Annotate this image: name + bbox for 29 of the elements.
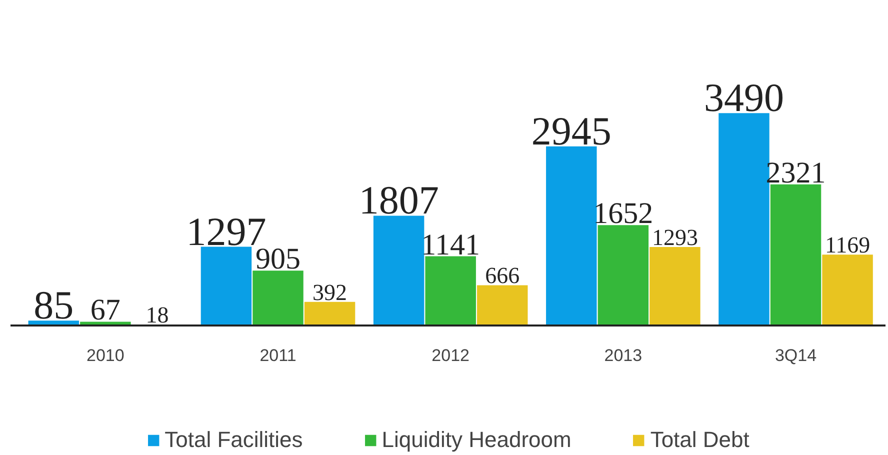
data-label: 1293 [652, 225, 698, 250]
legend-label: Liquidity Headroom [382, 427, 572, 453]
legend-label: Total Debt [650, 427, 750, 453]
x-tick-label: 3Q14 [774, 346, 817, 365]
bar [546, 146, 597, 326]
data-label: 67 [90, 294, 120, 327]
data-label: 3490 [704, 75, 784, 120]
legend-label: Total Facilities [164, 427, 303, 453]
bar [650, 247, 700, 326]
bar [373, 216, 424, 326]
bar [425, 256, 476, 326]
data-label: 1807 [358, 178, 439, 223]
bar [200, 246, 252, 326]
bar [476, 285, 528, 326]
bar [770, 184, 822, 326]
bar [304, 302, 356, 326]
x-tick-label: 2011 [260, 346, 296, 365]
bar [822, 254, 873, 326]
data-label: 85 [34, 282, 74, 328]
data-label: 18 [146, 302, 169, 328]
bar [252, 270, 304, 326]
data-label: 1169 [824, 232, 870, 258]
x-tick-label: 2012 [432, 346, 470, 365]
x-tick-label: 2010 [86, 346, 124, 365]
data-label: 392 [312, 280, 348, 305]
x-tick-label: 2013 [604, 346, 642, 365]
data-label: 2945 [531, 108, 612, 154]
bar [598, 225, 649, 326]
data-label: 666 [485, 263, 520, 288]
